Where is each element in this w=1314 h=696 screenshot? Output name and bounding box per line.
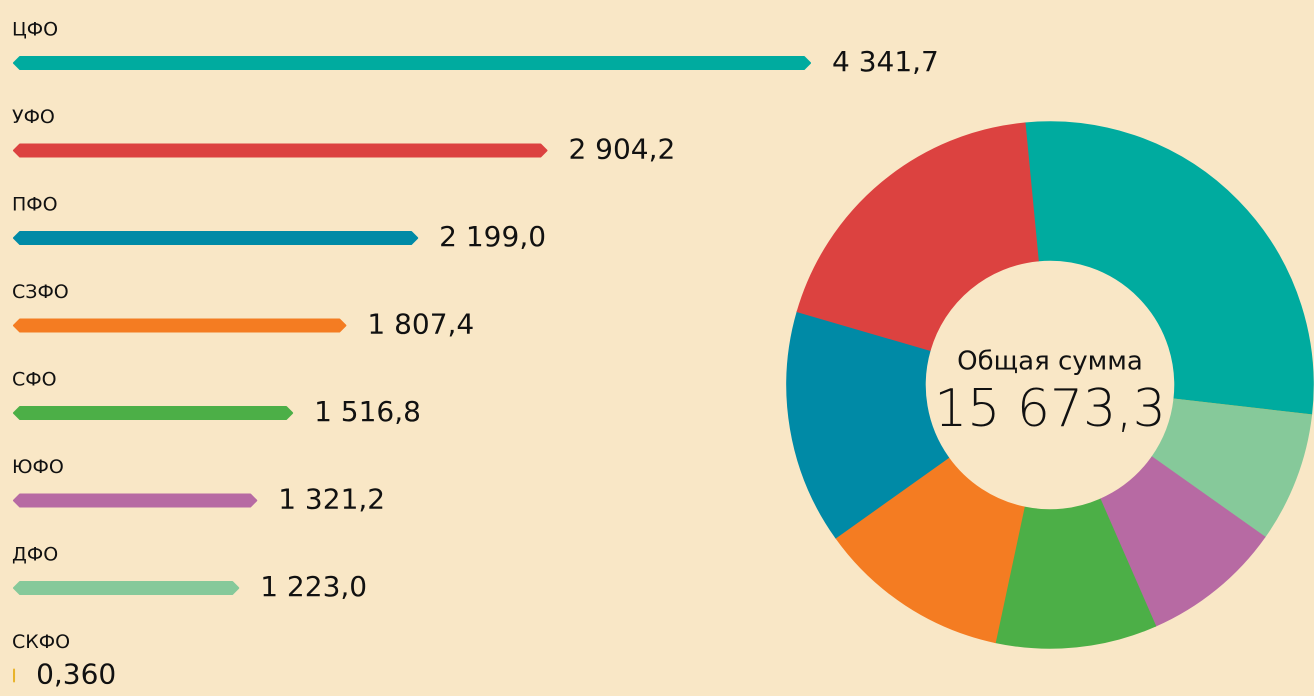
donut — [786, 121, 1314, 649]
donut-slice — [786, 310, 950, 539]
value-label: 1 223,0 — [260, 570, 367, 603]
bar — [13, 318, 347, 333]
value-label: 4 341,7 — [832, 45, 939, 78]
category-label: СЗФО — [12, 281, 69, 303]
value-label: 2 199,0 — [439, 220, 546, 253]
value-label: 2 904,2 — [568, 133, 675, 166]
bar — [13, 581, 240, 595]
category-label: СКФО — [12, 631, 70, 653]
bar — [13, 493, 258, 508]
category-label: ПФО — [12, 194, 58, 216]
value-label: 1 807,4 — [367, 308, 474, 341]
donut-slice — [796, 122, 1039, 351]
bar — [13, 56, 811, 70]
category-label: УФО — [12, 106, 55, 128]
category-label: ДФО — [12, 544, 58, 566]
bar — [13, 231, 419, 245]
donut-slice — [1023, 121, 1314, 416]
total-value: 15 673,3 — [934, 379, 1166, 439]
bar — [13, 143, 548, 158]
donut-slice — [834, 456, 1025, 644]
total-title: Общая сумма — [957, 347, 1143, 377]
category-label: ЮФО — [12, 456, 64, 478]
value-label: 1 516,8 — [314, 395, 421, 428]
value-label: 1 321,2 — [278, 483, 385, 516]
value-label: 0,360 — [36, 658, 116, 691]
category-label: СФО — [12, 369, 57, 391]
category-label: ЦФО — [12, 19, 58, 41]
bar — [13, 406, 294, 420]
